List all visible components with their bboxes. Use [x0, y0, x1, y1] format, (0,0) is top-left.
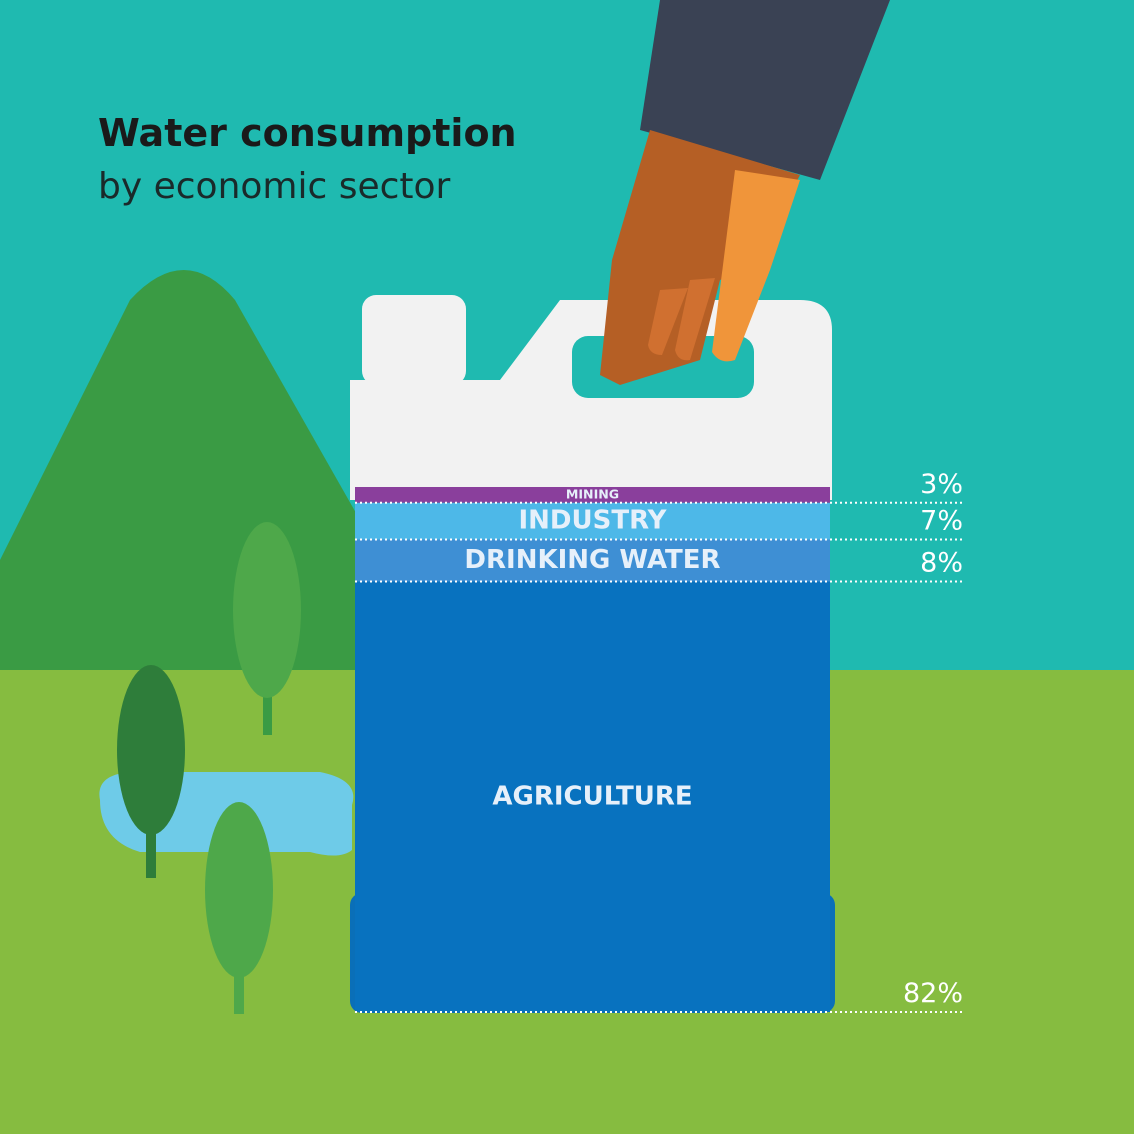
segment-label: AGRICULTURE: [492, 781, 692, 811]
segment: [355, 487, 830, 503]
segment: [355, 539, 830, 582]
segment-label: DRINKING WATER: [464, 545, 720, 575]
segment: [355, 502, 830, 540]
subtitle: by economic sector: [98, 166, 451, 207]
value-label: 7%: [920, 506, 963, 537]
value-label: 8%: [920, 548, 963, 579]
value-label: 82%: [903, 978, 963, 1009]
segment: [355, 581, 830, 1012]
segment-label: INDUSTRY: [518, 506, 667, 536]
trees: [117, 522, 301, 1014]
arm: [600, 0, 890, 385]
segment-label: MINING: [566, 486, 619, 501]
title: Water consumption: [98, 111, 517, 155]
value-label: 3%: [920, 469, 963, 500]
stack: AGRICULTURE 82% DRINKING WATER 8% INDUSTRY 7%…: [355, 469, 965, 1013]
